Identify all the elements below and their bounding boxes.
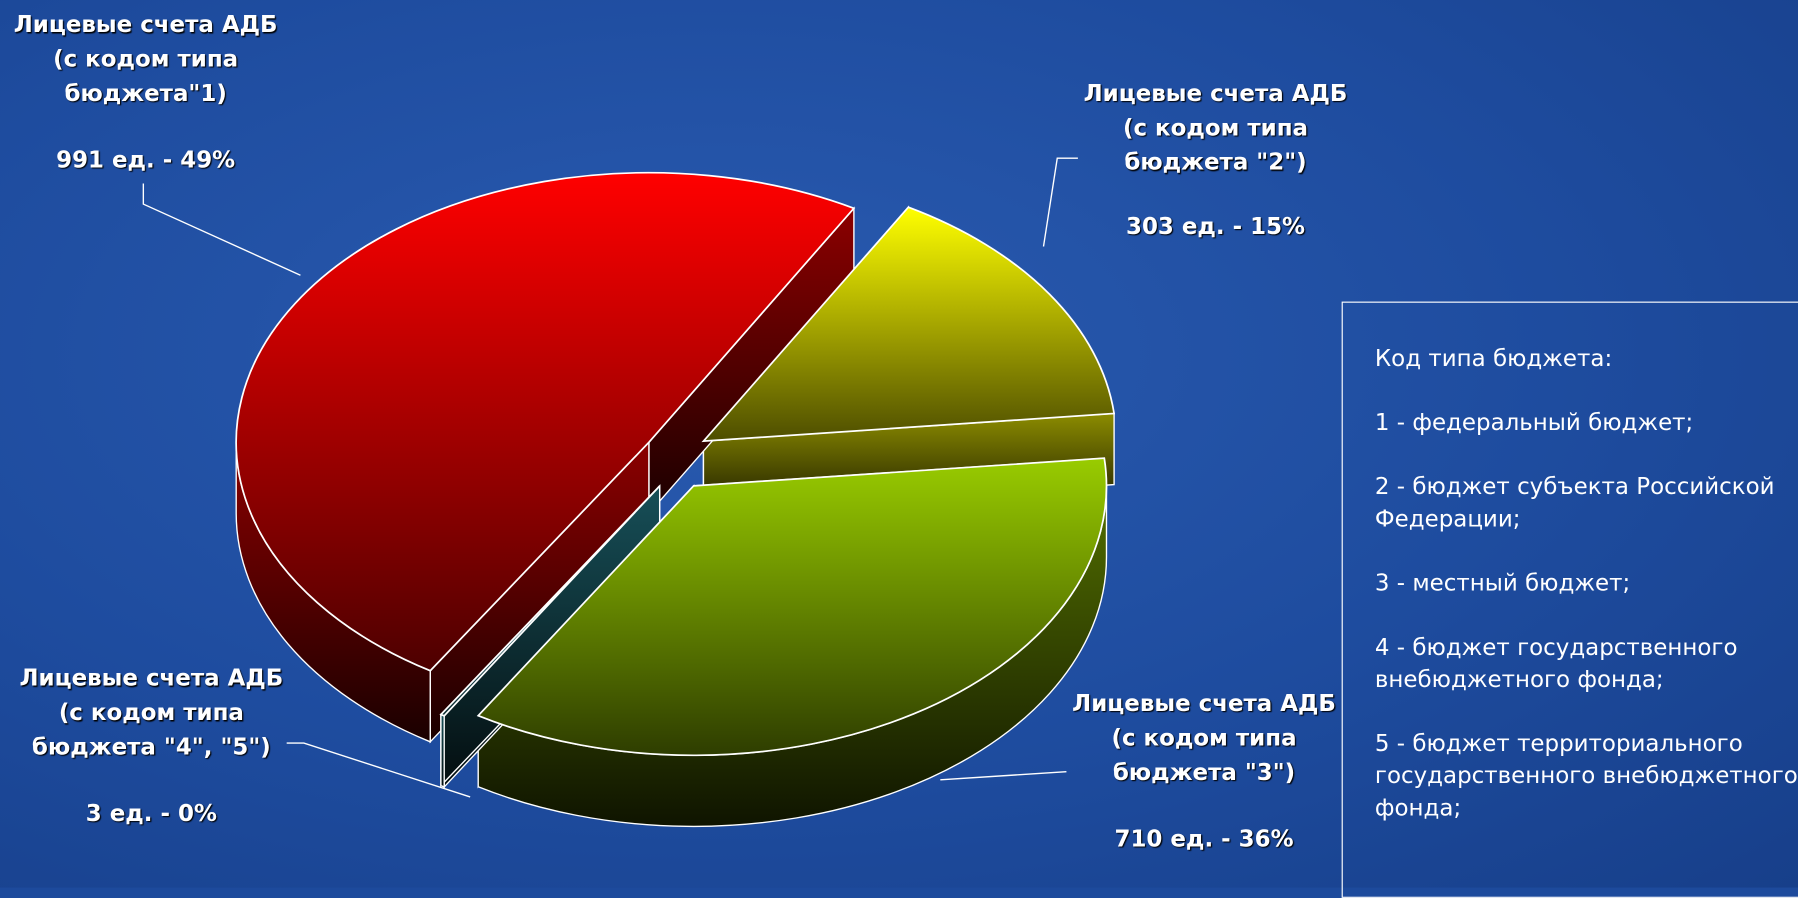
- value-label: 303 ед. - 15%: [1125, 212, 1306, 240]
- slice: [476, 457, 1108, 757]
- slice-label: Лицевые счета АДБ (с кодом типа бюджета …: [1083, 79, 1348, 176]
- legend-note: Код типа бюджета: 1 - федеральный бюджет…: [1341, 301, 1798, 898]
- value-label: 991 ед. - 49%: [56, 145, 236, 174]
- note-item: 2 - бюджет субъекта Российской Федерации…: [1374, 472, 1775, 533]
- value-label: 3 ед. - 0%: [85, 799, 217, 827]
- value-label: 710 ед. - 36%: [1114, 824, 1294, 852]
- leader-line: [142, 183, 301, 276]
- tops: [235, 171, 1116, 757]
- leader-line: [940, 771, 1067, 781]
- slice-side: [440, 713, 445, 788]
- slice: [701, 206, 1116, 443]
- note-item: 3 - местный бюджет;: [1374, 568, 1631, 597]
- leader-line: [1042, 157, 1078, 247]
- slice-label: Лицевые счета АДБ (с кодом типа бюджета …: [19, 663, 284, 761]
- leader-lines: [142, 157, 1078, 798]
- note-item: 5 - бюджет территориального государствен…: [1374, 729, 1798, 822]
- slice-label: Лицевые счета АДБ (с кодом типа бюджета …: [1072, 689, 1336, 786]
- leader-line: [286, 742, 471, 798]
- slice: [235, 171, 856, 672]
- note-item: 4 - бюджет государственного внебюджетног…: [1374, 632, 1738, 693]
- note-title: Код типа бюджета:: [1374, 344, 1613, 372]
- slice-label: Лицевые счета АДБ (с кодом типа бюджета"…: [13, 10, 278, 107]
- slice: [439, 485, 661, 717]
- note-item: 1 - федеральный бюджет;: [1374, 408, 1694, 436]
